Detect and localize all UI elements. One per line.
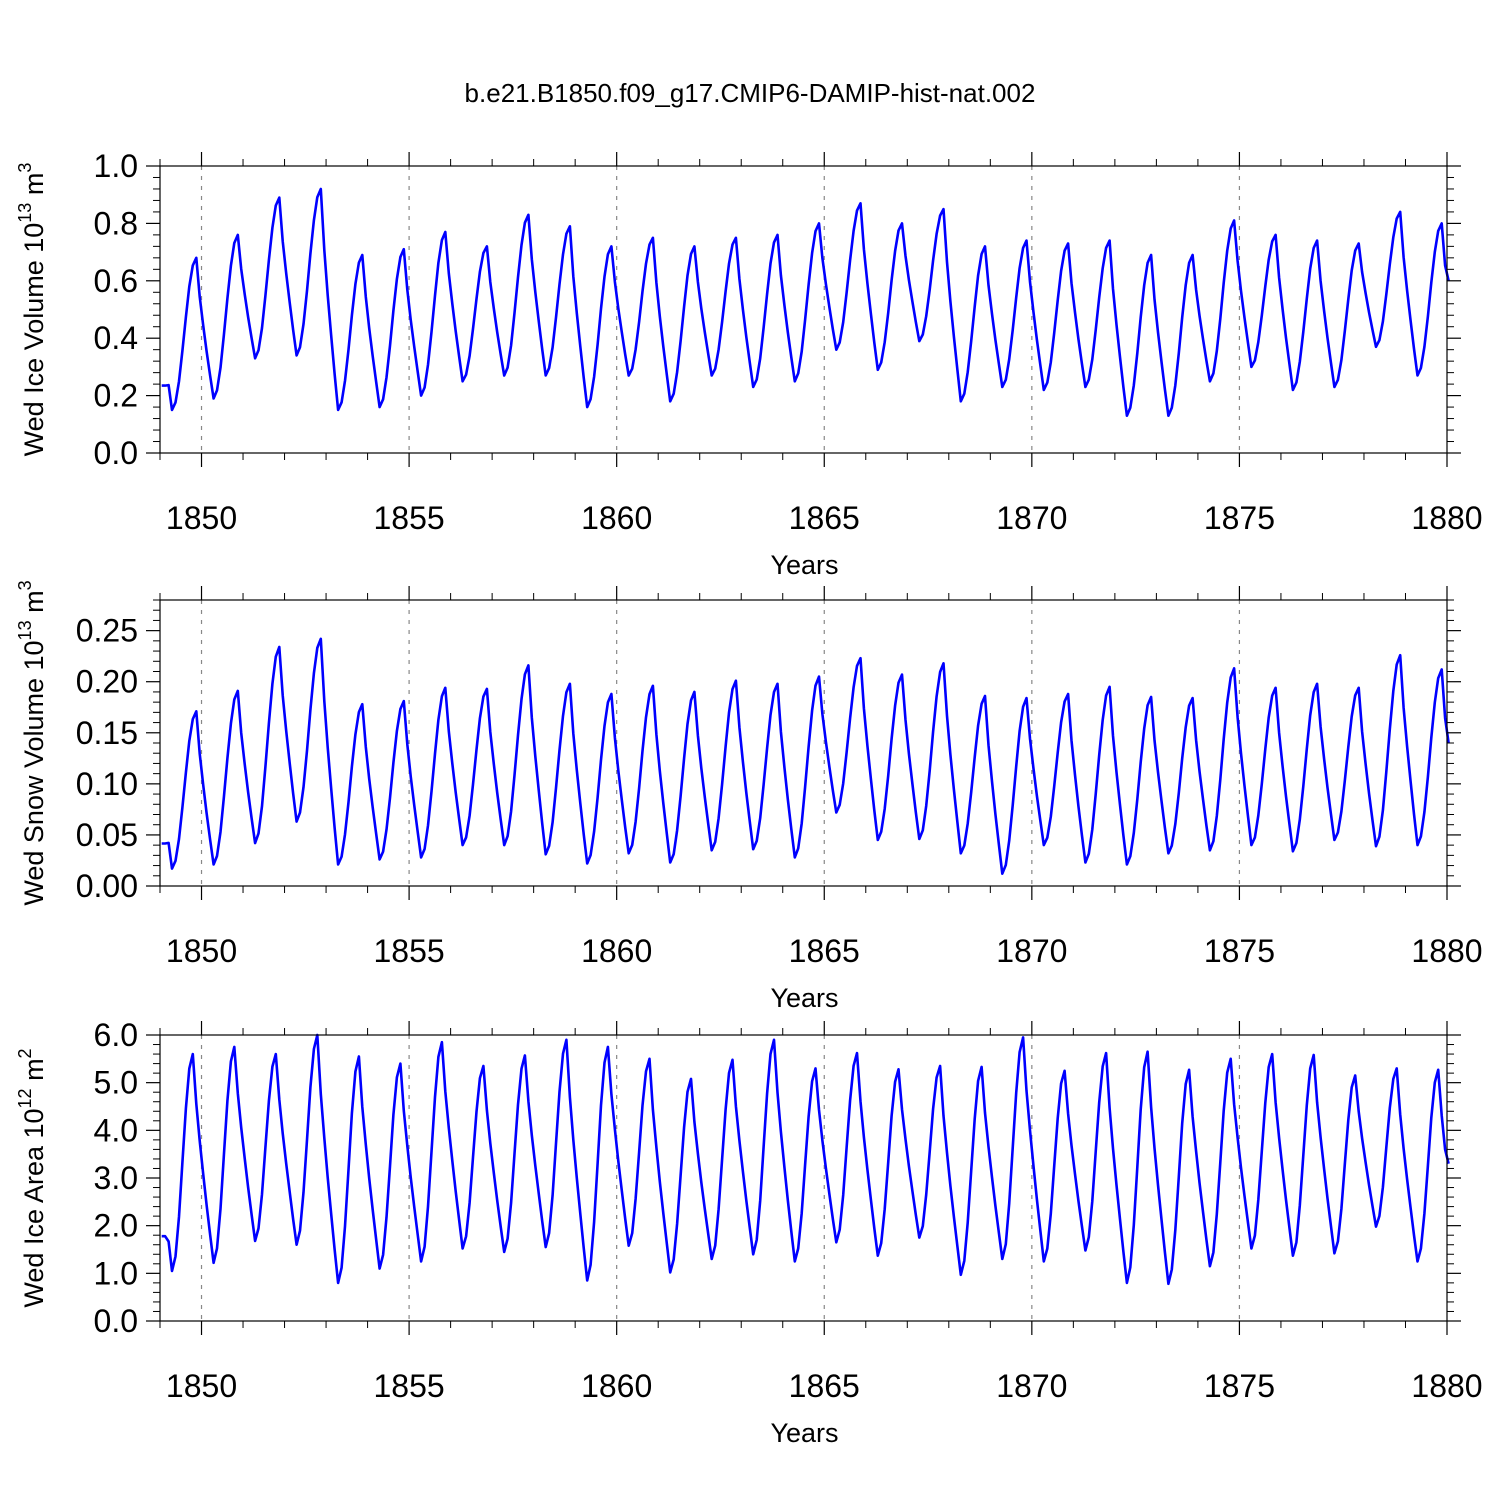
x-tick-label: 1870	[996, 500, 1067, 536]
y-tick-label: 0.05	[76, 817, 138, 853]
y-tick-label: 0.6	[94, 263, 138, 299]
x-tick-label: 1860	[581, 1368, 652, 1404]
y-tick-label: 5.0	[94, 1065, 138, 1101]
x-tick-label: 1880	[1411, 500, 1482, 536]
y-axis-label: Wed Ice Volume 1013 m3	[15, 163, 49, 457]
x-tick-label: 1880	[1411, 1368, 1482, 1404]
y-tick-label: 0.0	[94, 1303, 138, 1339]
plot-frame	[159, 165, 1448, 454]
y-tick-label: 0.4	[94, 320, 138, 356]
x-tick-label: 1875	[1204, 1368, 1275, 1404]
x-axis-label: Years	[770, 983, 838, 1013]
y-tick-label: 3.0	[94, 1160, 138, 1196]
series-line	[161, 187, 1450, 417]
y-tick-label: 1.0	[94, 148, 138, 184]
x-tick-label: 1865	[789, 1368, 860, 1404]
y-tick-label: 0.25	[76, 613, 138, 649]
y-tick-label: 1.0	[94, 1255, 138, 1291]
x-tick-label: 1875	[1204, 500, 1275, 536]
x-tick-label: 1865	[789, 500, 860, 536]
y-axis-label: Wed Ice Area 1012 m2	[15, 1048, 49, 1307]
series-line	[161, 637, 1450, 875]
panels-container: 1850 1855 1860 1865 1870 1875 1880 0.0 0.2 0.4 0.6…	[15, 148, 1483, 1448]
y-tick-label: 0.10	[76, 766, 138, 802]
x-tick-label: 1850	[166, 1368, 237, 1404]
figure-title: b.e21.B1850.f09_g17.CMIP6-DAMIP-hist-nat…	[465, 78, 1036, 108]
x-tick-label: 1850	[166, 500, 237, 536]
y-tick-label: 0.15	[76, 715, 138, 751]
y-axis-label: Wed Snow Volume 1013 m3	[15, 580, 49, 905]
x-tick-label: 1855	[374, 1368, 445, 1404]
y-tick-label: 2.0	[94, 1208, 138, 1244]
y-tick-label: 4.0	[94, 1112, 138, 1148]
x-tick-label: 1860	[581, 500, 652, 536]
y-tick-label: 0.2	[94, 378, 138, 414]
y-tick-label: 0.0	[94, 435, 138, 471]
y-tick-label: 0.8	[94, 205, 138, 241]
chart-panel-1: 1850 1855 1860 1865 1870 1875 1880 0.0 0.2 0.4 0.6…	[15, 148, 1483, 580]
x-axis-label: Years	[770, 1418, 838, 1448]
plot-frame	[159, 599, 1448, 887]
y-tick-label: 6.0	[94, 1017, 138, 1053]
x-tick-label: 1855	[374, 933, 445, 969]
x-tick-label: 1850	[166, 933, 237, 969]
chart-panel-3: 1850 1855 1860 1865 1870 1875 1880 0.0 1.0 2.0 3.0…	[15, 1017, 1483, 1448]
x-tick-label: 1860	[581, 933, 652, 969]
x-tick-label: 1870	[996, 1368, 1067, 1404]
chart-panel-2: 1850 1855 1860 1865 1870 1875 1880 0.00 0.05 0.10…	[15, 580, 1483, 1013]
series-line	[161, 1033, 1450, 1286]
x-tick-label: 1875	[1204, 933, 1275, 969]
x-tick-label: 1855	[374, 500, 445, 536]
x-axis-label: Years	[770, 550, 838, 580]
y-tick-label: 0.20	[76, 664, 138, 700]
x-tick-label: 1865	[789, 933, 860, 969]
x-tick-label: 1870	[996, 933, 1067, 969]
y-tick-label: 0.00	[76, 868, 138, 904]
x-tick-label: 1880	[1411, 933, 1482, 969]
